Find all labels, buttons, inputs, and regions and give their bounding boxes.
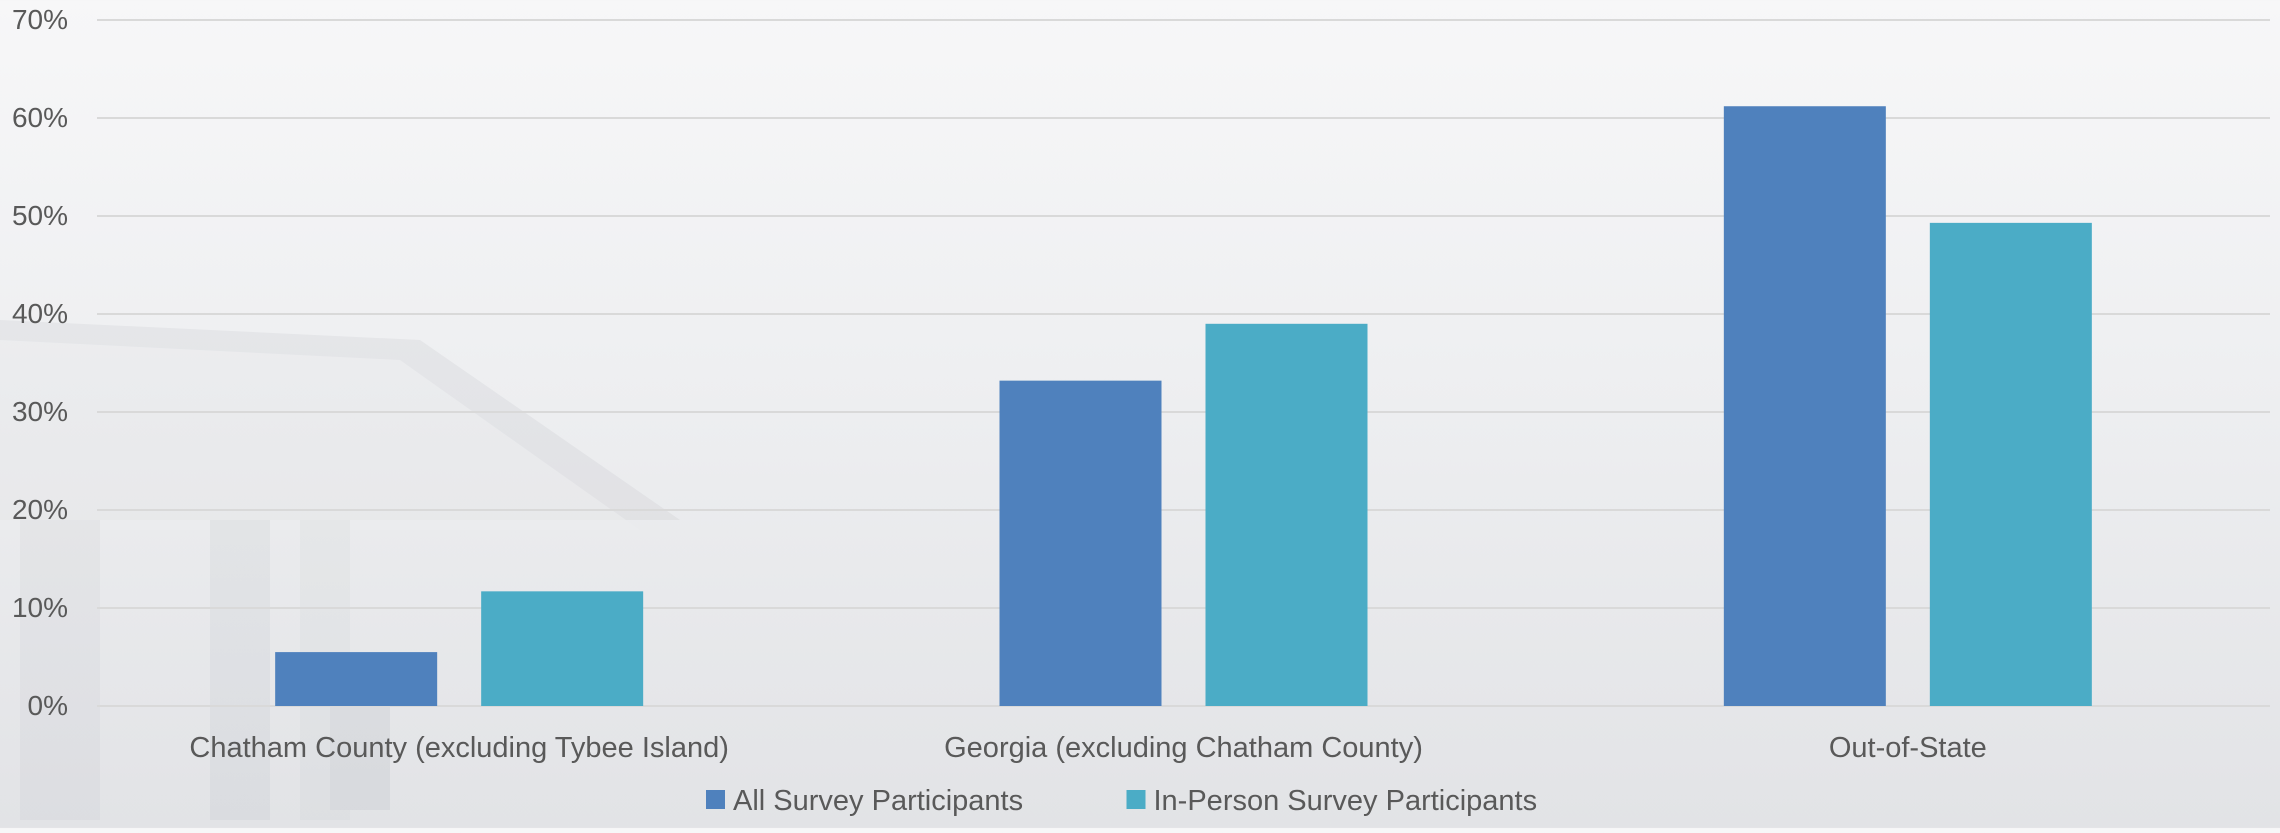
legend-label: In-Person Survey Participants	[1154, 785, 1538, 817]
legend-label: All Survey Participants	[733, 785, 1023, 817]
y-axis-tick-labels: 0% 10% 20% 30% 40% 50% 60% 70%	[12, 4, 68, 721]
y-tick-label: 30%	[12, 396, 68, 427]
bar-in-person-survey-0	[481, 591, 644, 706]
legend-swatch	[1126, 790, 1146, 809]
background-building-image	[0, 320, 680, 820]
y-tick-label: 60%	[12, 102, 68, 133]
x-category-label: Out-of-State	[1829, 732, 1987, 764]
bar-all-survey-1	[999, 380, 1162, 706]
bars	[275, 106, 2092, 707]
x-axis-category-labels: Chatham County (excluding Tybee Island) G…	[189, 732, 1986, 764]
legend: All Survey Participants In-Person Survey …	[706, 785, 1537, 817]
bar-all-survey-0	[275, 652, 438, 706]
bar-in-person-survey-1	[1205, 323, 1368, 706]
y-tick-label: 40%	[12, 298, 68, 329]
legend-swatch	[706, 790, 725, 809]
y-tick-label: 70%	[12, 4, 68, 35]
bar-all-survey-2	[1723, 106, 1886, 707]
x-category-label: Georgia (excluding Chatham County)	[944, 732, 1423, 764]
y-tick-label: 20%	[12, 494, 68, 525]
y-tick-label: 50%	[12, 200, 68, 231]
y-tick-label: 10%	[12, 592, 68, 623]
x-category-label: Chatham County (excluding Tybee Island)	[189, 732, 729, 764]
bar-in-person-survey-2	[1929, 222, 2092, 707]
y-tick-label: 0%	[28, 690, 68, 721]
gridlines	[97, 19, 2270, 707]
